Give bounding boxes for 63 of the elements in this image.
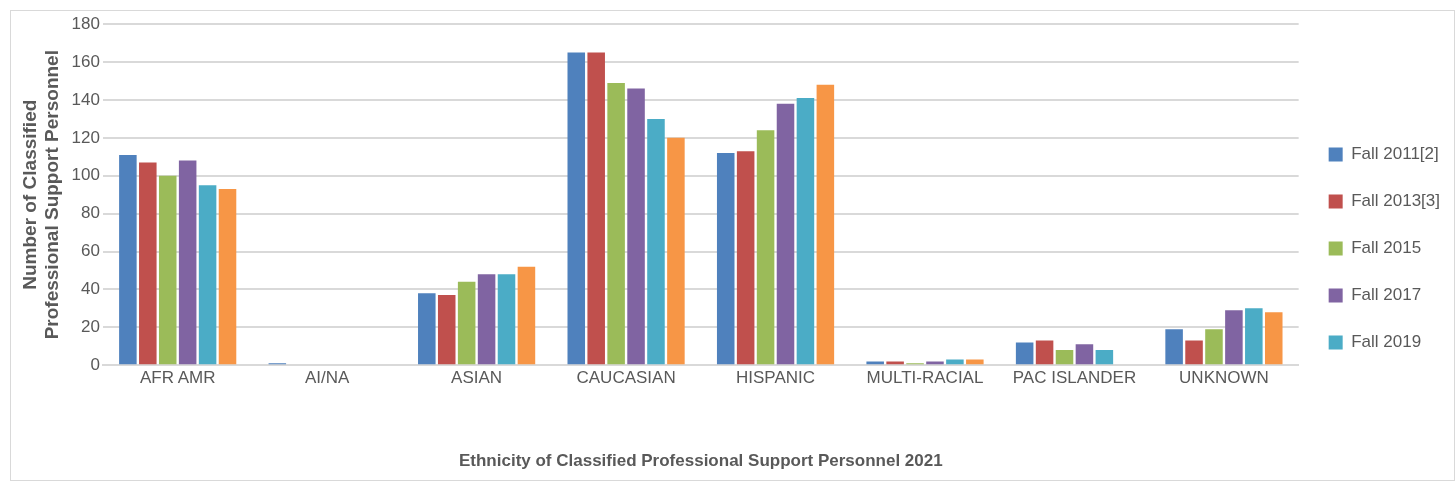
- bar: [1185, 340, 1203, 365]
- bar: [627, 88, 645, 365]
- bar: [667, 137, 685, 365]
- y-tick-label: 20: [81, 317, 100, 336]
- y-tick-label: 40: [81, 279, 100, 299]
- bar: [1225, 310, 1243, 365]
- x-tick-label: AFR AMR: [139, 368, 216, 388]
- bar: [1095, 350, 1114, 365]
- x-tick-label: ASIAN: [451, 368, 503, 388]
- bar: [1245, 308, 1263, 365]
- y-tick-label: 180: [71, 13, 100, 33]
- legend-label: Fall 2019: [1351, 332, 1422, 352]
- bar: [139, 162, 157, 365]
- bar: [796, 98, 815, 365]
- x-tick-label: CAUCASIAN: [576, 368, 676, 388]
- legend-label: Fall 2015: [1351, 238, 1422, 258]
- bar: [1055, 350, 1074, 365]
- legend-label: Fall 2017: [1351, 285, 1422, 305]
- bar: [816, 84, 835, 365]
- bar: [437, 295, 456, 365]
- y-tick-label: 160: [71, 51, 100, 71]
- y-axis-title: Number of Classified Professional Support Personnel: [18, 50, 63, 340]
- y-tick-label: 100: [71, 165, 100, 185]
- bar: [517, 266, 536, 365]
- bar: [1264, 312, 1283, 365]
- y-tick-label: 140: [71, 89, 100, 109]
- bar: [218, 189, 237, 365]
- bar: [457, 281, 476, 365]
- bar: [477, 274, 496, 365]
- bar: [607, 82, 625, 365]
- x-tick-label: AI/NA: [304, 368, 351, 388]
- x-tick-label: UNKNOWN: [1179, 368, 1269, 388]
- bar: [866, 361, 884, 365]
- bar: [1015, 342, 1034, 365]
- x-tick-label: MULTI-RACIAL: [866, 368, 984, 388]
- y-tick-label: 0: [90, 354, 100, 374]
- bar: [587, 52, 605, 365]
- bar: [198, 185, 217, 365]
- bar: [119, 154, 137, 365]
- bar: [178, 160, 197, 365]
- bar: [886, 361, 904, 365]
- bar: [736, 151, 755, 365]
- bar: [1075, 344, 1094, 365]
- bar: [1035, 340, 1054, 365]
- legend-label: Fall 2011[2]: [1351, 144, 1439, 164]
- y-tick-label: 60: [81, 241, 100, 261]
- bar: [158, 175, 177, 365]
- x-axis-title: Ethnicity of Classified Professional Support Personnel 2021: [458, 451, 943, 471]
- legend-label: Fall 2013[3]: [1351, 191, 1441, 211]
- bar: [567, 52, 586, 365]
- bar: [716, 153, 735, 365]
- bar: [1205, 329, 1223, 365]
- y-tick-label: 120: [71, 127, 100, 147]
- bar: [497, 274, 516, 365]
- bar: [756, 130, 775, 365]
- bar: [926, 361, 944, 365]
- bar: [647, 118, 665, 365]
- bar: [418, 293, 436, 365]
- bar: [776, 103, 795, 365]
- x-tick-label: HISPANIC: [736, 368, 816, 388]
- x-tick-label: PAC ISLANDER: [1012, 368, 1137, 388]
- y-tick-label: 80: [81, 203, 100, 223]
- bar: [1165, 329, 1183, 365]
